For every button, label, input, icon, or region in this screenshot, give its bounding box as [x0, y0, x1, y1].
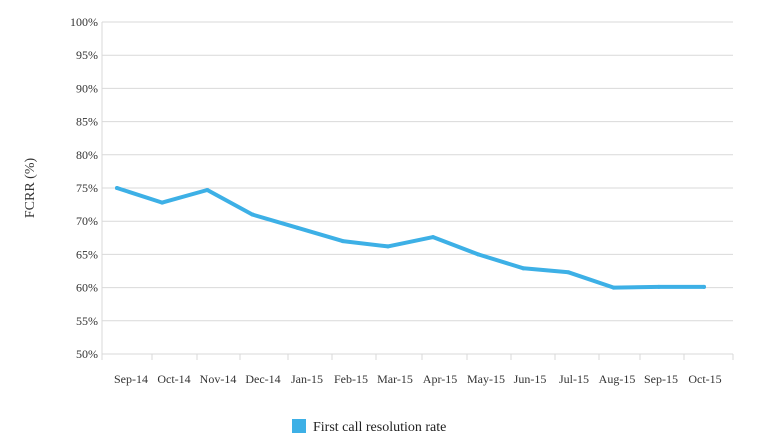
x-tick-label: May-15	[467, 372, 505, 386]
y-tick-label: 55%	[76, 314, 98, 328]
data-point	[385, 244, 390, 249]
y-axis-ticks: 50% 55% 60% 65% 70% 75% 80% 85% 90% 95% 100%	[70, 15, 98, 361]
x-tick-label: Sep-15	[644, 372, 678, 386]
y-tick-label: 90%	[76, 81, 98, 95]
series-layer	[115, 186, 706, 290]
y-tick-label: 85%	[76, 115, 98, 129]
data-point	[702, 284, 706, 289]
data-point	[295, 225, 300, 230]
data-point	[431, 235, 436, 240]
x-tick-label: Jun-15	[514, 372, 547, 386]
x-tick-label: Aug-15	[599, 372, 636, 386]
data-point	[250, 212, 255, 217]
data-point	[205, 187, 210, 192]
data-point	[476, 252, 481, 257]
x-tick-label: Jul-15	[559, 372, 589, 386]
data-point	[656, 284, 661, 289]
y-tick-label: 60%	[76, 281, 98, 295]
data-point	[566, 270, 571, 275]
series-line	[115, 186, 706, 290]
data-point	[521, 266, 526, 271]
x-tick-label: Feb-15	[334, 372, 368, 386]
data-point	[340, 239, 345, 244]
legend-label: First call resolution rate	[313, 420, 446, 435]
y-tick-label: 50%	[76, 347, 98, 361]
y-axis-label: FCRR (%)	[23, 158, 38, 219]
legend-swatch	[292, 419, 306, 433]
data-point	[160, 200, 165, 205]
x-tick-label: Jan-15	[291, 372, 323, 386]
x-axis-ticks: Sep-14 Oct-14 Nov-14 Dec-14 Jan-15 Feb-15 Mar-…	[101, 354, 734, 386]
y-tick-label: 65%	[76, 247, 98, 261]
grid-lines	[101, 21, 733, 355]
x-tick-label: Apr-15	[423, 372, 457, 386]
legend: First call resolution rate	[292, 419, 446, 435]
y-tick-label: 100%	[70, 15, 98, 29]
data-point	[611, 285, 616, 290]
x-tick-label: Sep-14	[114, 372, 148, 386]
y-tick-label: 95%	[76, 48, 98, 62]
x-tick-label: Dec-14	[245, 372, 280, 386]
x-tick-label: Mar-15	[377, 372, 413, 386]
y-tick-label: 80%	[76, 148, 98, 162]
x-tick-label: Oct-14	[157, 372, 190, 386]
y-tick-label: 75%	[76, 181, 98, 195]
x-tick-label: Nov-14	[200, 372, 237, 386]
x-tick-label: Oct-15	[688, 372, 721, 386]
y-tick-label: 70%	[76, 214, 98, 228]
data-point	[115, 186, 119, 190]
